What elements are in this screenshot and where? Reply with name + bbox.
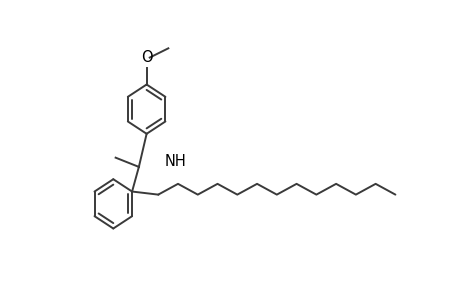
Text: NH: NH: [164, 154, 186, 169]
Text: O: O: [140, 50, 152, 65]
